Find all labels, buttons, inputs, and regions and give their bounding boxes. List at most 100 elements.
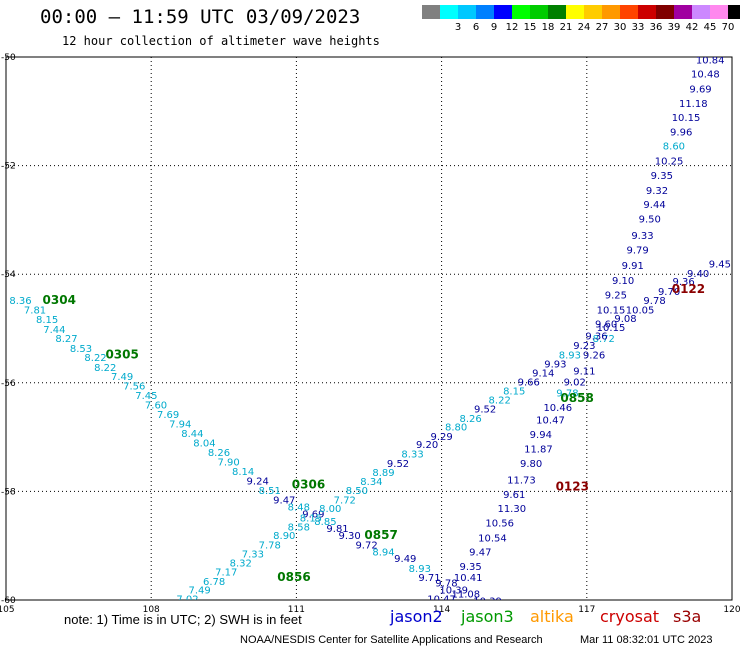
swh-value: 8.04: [193, 438, 215, 449]
legend-swatch: [620, 5, 638, 19]
legend-label: 9: [490, 22, 498, 33]
swh-value: 11.08: [451, 589, 480, 600]
swh-value: 9.29: [430, 432, 452, 443]
swh-value: 9.36: [585, 331, 607, 342]
swh-value: 10.23: [701, 41, 730, 52]
legend-swatch: [584, 5, 602, 19]
pass-time-label: 0305: [105, 347, 138, 361]
swh-value: 9.36: [672, 277, 694, 288]
legend-label: 24: [577, 22, 591, 33]
swh-value: 8.72: [593, 334, 615, 345]
x-tick-label: 105: [0, 605, 15, 615]
legend-label: 6: [472, 22, 480, 33]
swh-value: 8.36: [9, 296, 31, 307]
legend-swatch: [422, 5, 440, 19]
y-tick-label: -60: [1, 596, 16, 606]
legend-swatch: [494, 5, 512, 19]
swh-value: 10.56: [485, 519, 514, 530]
swh-value: 9.94: [530, 430, 552, 441]
pass-time-label: 0122: [672, 282, 705, 296]
swh-value: 7.78: [259, 540, 281, 551]
swh-value: 10.47: [427, 595, 456, 606]
swh-value: 8.14: [232, 467, 254, 478]
swh-value: 9.24: [247, 476, 269, 487]
swh-value: 8.48: [288, 502, 310, 513]
swh-value: 8.94: [372, 547, 394, 558]
legend-swatch: [656, 5, 674, 19]
satellite-name: altika: [530, 607, 574, 626]
swh-value: 10.37: [703, 27, 732, 38]
legend-label: 27: [595, 22, 609, 33]
swh-value: 9.25: [605, 291, 627, 302]
page-subtitle: 12 hour collection of altimeter wave hei…: [62, 34, 380, 48]
x-tick-label: 117: [578, 605, 595, 615]
swh-value: 8.50: [346, 486, 368, 497]
swh-value: 9.10: [612, 276, 634, 287]
y-tick-label: -54: [1, 270, 16, 280]
swh-value: 9.78: [643, 296, 665, 307]
swh-value: 9.61: [503, 490, 525, 501]
swh-value: 9.78: [556, 388, 578, 399]
swh-value: 9.23: [573, 341, 595, 352]
swh-value: 8.58: [288, 522, 310, 533]
legend-swatch: [512, 5, 530, 19]
plot-frame: [5, 56, 733, 601]
swh-value: 9.45: [709, 260, 731, 271]
legend-label: 36: [649, 22, 663, 33]
swh-value: 7.33: [242, 550, 264, 561]
swh-value: 8.15: [300, 513, 322, 524]
swh-value: 7.17: [215, 568, 237, 579]
swh-value: 8.15: [503, 387, 525, 398]
swh-value: 9.52: [387, 459, 409, 470]
swh-value: 8.22: [94, 363, 116, 374]
swh-value: 8.89: [372, 468, 394, 479]
swh-value: 8.15: [36, 315, 58, 326]
swh-value: 9.52: [474, 405, 496, 416]
swh-value: 9.35: [460, 562, 482, 573]
legend-label: 21: [559, 22, 573, 33]
swh-value: 9.33: [631, 231, 653, 242]
y-tick-label: -58: [1, 487, 16, 497]
swh-value: 9.14: [532, 368, 554, 379]
legend-label: 33: [631, 22, 645, 33]
swh-value: 7.44: [43, 325, 65, 336]
swh-value: 9.50: [639, 215, 661, 226]
y-tick-label: -56: [1, 379, 16, 389]
legend-label: 12: [505, 22, 519, 33]
swh-value: 6.78: [203, 577, 225, 588]
swh-value: 9.69: [302, 509, 324, 520]
swh-value: 8.22: [489, 395, 511, 406]
swh-value: 9.96: [670, 128, 692, 139]
swh-value: 9.35: [651, 171, 673, 182]
swh-value: 11.18: [679, 99, 708, 110]
satellite-name: jason2: [390, 607, 443, 626]
swh-value: 9.30: [339, 531, 361, 542]
swh-value: 7.49: [111, 372, 133, 383]
pass-time-label: 0858: [560, 391, 593, 405]
legend-swatch: [692, 5, 710, 19]
swh-value: 7.94: [169, 419, 191, 430]
data-layer: 8.367.818.157.448.278.538.228.227.497.56…: [9, 27, 740, 606]
swh-value: 8.93: [409, 564, 431, 575]
swh-value: 10.15: [597, 305, 626, 316]
swh-value: 10.39: [439, 585, 468, 596]
swh-value: 10.05: [626, 305, 655, 316]
swh-value: 8.33: [401, 450, 423, 461]
swh-value: 9.47: [273, 495, 295, 506]
legend-swatch: [440, 5, 458, 19]
swh-value: 10.47: [536, 416, 565, 427]
swh-value: 9.93: [544, 360, 566, 371]
legend-swatch: [710, 5, 728, 19]
swh-value: 7.45: [135, 391, 157, 402]
pass-time-label: 0: [733, 79, 740, 93]
legend-label: 70: [721, 22, 735, 33]
swh-value: 8.22: [84, 353, 106, 364]
swh-value: 7.49: [188, 585, 210, 596]
swh-value: 9.66: [518, 378, 540, 389]
pass-time-label: 0123: [556, 479, 589, 493]
swh-value: 8.90: [273, 531, 295, 542]
swh-value: 8.44: [181, 429, 203, 440]
swh-value: 10.25: [655, 157, 684, 168]
swh-value: 10.48: [691, 70, 720, 81]
